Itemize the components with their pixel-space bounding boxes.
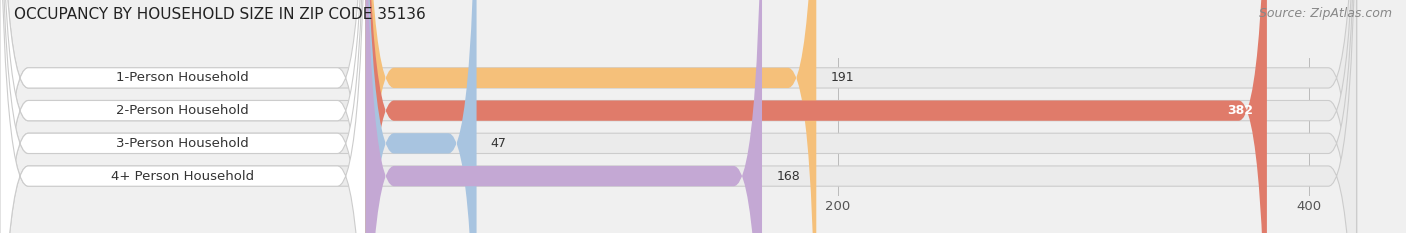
FancyBboxPatch shape	[366, 0, 1267, 233]
Text: 2-Person Household: 2-Person Household	[117, 104, 249, 117]
FancyBboxPatch shape	[366, 0, 477, 233]
Text: 3-Person Household: 3-Person Household	[117, 137, 249, 150]
Text: Source: ZipAtlas.com: Source: ZipAtlas.com	[1258, 7, 1392, 20]
FancyBboxPatch shape	[0, 0, 366, 233]
Text: 191: 191	[831, 71, 853, 84]
Text: 4+ Person Household: 4+ Person Household	[111, 170, 254, 183]
Text: 168: 168	[776, 170, 800, 183]
FancyBboxPatch shape	[0, 0, 1357, 233]
FancyBboxPatch shape	[0, 0, 366, 233]
FancyBboxPatch shape	[0, 0, 366, 233]
FancyBboxPatch shape	[0, 0, 366, 233]
Text: 1-Person Household: 1-Person Household	[117, 71, 249, 84]
FancyBboxPatch shape	[0, 0, 1357, 233]
Text: 382: 382	[1227, 104, 1253, 117]
FancyBboxPatch shape	[366, 0, 817, 233]
Text: OCCUPANCY BY HOUSEHOLD SIZE IN ZIP CODE 35136: OCCUPANCY BY HOUSEHOLD SIZE IN ZIP CODE …	[14, 7, 426, 22]
FancyBboxPatch shape	[366, 0, 762, 233]
FancyBboxPatch shape	[0, 0, 1357, 233]
Text: 47: 47	[491, 137, 506, 150]
FancyBboxPatch shape	[0, 0, 1357, 233]
